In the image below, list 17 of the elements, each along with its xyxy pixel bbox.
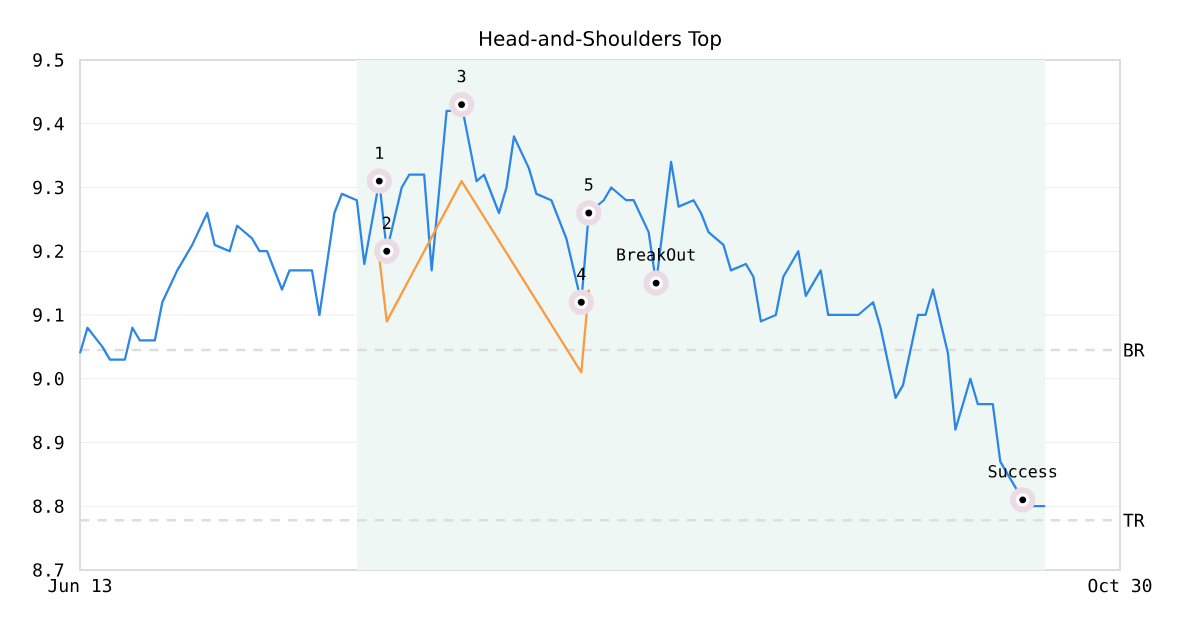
ref-line-label: BR <box>1124 343 1145 357</box>
ref-line-label: TR <box>1123 513 1145 527</box>
y-tick-label: 9.2 <box>33 244 64 259</box>
y-tick-label: 9.0 <box>33 371 64 386</box>
chart-title: Head-and-Shoulders Top <box>480 30 721 50</box>
y-tick-label: 8.7 <box>33 563 64 577</box>
x-tick-label: Oct 30 <box>1088 578 1152 593</box>
y-tick-label: 8.8 <box>33 499 64 514</box>
y-tick-label: 9.1 <box>33 308 64 322</box>
annotation: 5 <box>584 178 593 191</box>
x-tick-label: Jun 13 <box>48 578 112 593</box>
annotation: 3 <box>457 69 466 83</box>
y-tick-label: 9.5 <box>33 53 64 67</box>
y-tick-label: 9.4 <box>33 116 64 131</box>
y-tick-label: 9.3 <box>33 180 64 195</box>
annotation: 1 <box>376 146 384 159</box>
y-tick-label: 8.9 <box>33 435 64 450</box>
